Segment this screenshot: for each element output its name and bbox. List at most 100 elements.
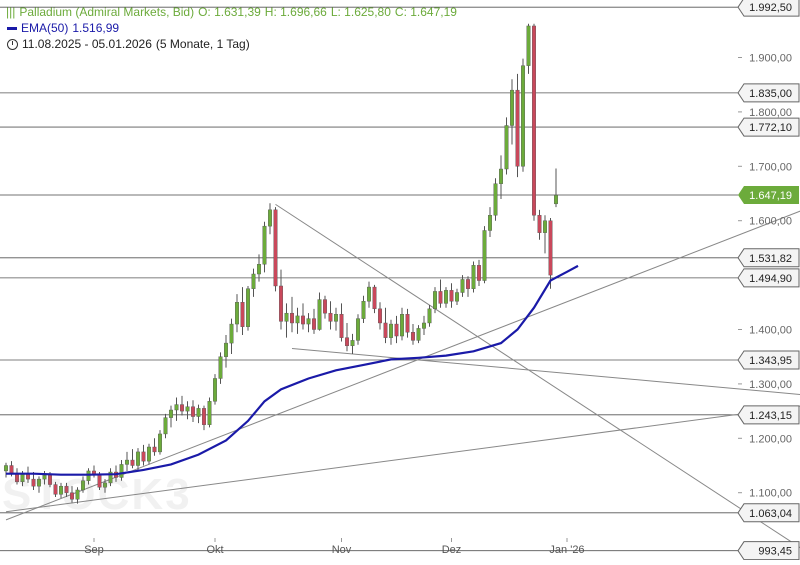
legend-low: L: 1.625,80: [331, 4, 391, 20]
trendline: [276, 204, 800, 549]
candle: [224, 335, 228, 368]
candle-body: [296, 316, 300, 323]
candle-body: [483, 230, 487, 280]
candle-body: [554, 195, 558, 204]
candle-body: [433, 291, 437, 308]
candle: [136, 448, 140, 471]
candle: [186, 401, 190, 419]
candle-body: [532, 26, 536, 215]
candle-body: [494, 184, 498, 216]
y-tick-label: 1.400,00: [749, 325, 792, 337]
candle-body: [499, 169, 503, 184]
clock-icon: [7, 39, 18, 50]
candle: [532, 24, 536, 221]
candle-body: [180, 405, 184, 412]
candle: [318, 293, 322, 331]
candle-body: [301, 316, 305, 324]
candle: [125, 452, 129, 471]
candle: [285, 303, 289, 337]
candle-body: [268, 210, 272, 226]
level-tag-label: 1.063,04: [749, 508, 792, 520]
candle: [477, 260, 481, 286]
candle: [279, 270, 283, 330]
trendline: [292, 349, 800, 395]
level-tag-label: 1.494,90: [749, 273, 792, 285]
candle: [499, 155, 503, 199]
current-price-tag: 1.647,19: [738, 186, 799, 204]
candle-body: [197, 408, 201, 416]
candle-body: [395, 324, 399, 336]
level-tag-label: 1.835,00: [749, 88, 792, 100]
level-tag: 1.992,50: [738, 0, 799, 16]
candle: [296, 308, 300, 334]
candle: [169, 406, 173, 428]
candle-body: [549, 221, 553, 275]
candle: [461, 275, 465, 297]
candle-body: [400, 314, 404, 336]
candle-body: [411, 332, 415, 340]
y-tick-label: 1.600,00: [749, 216, 792, 228]
candle: [494, 178, 498, 220]
candle: [334, 308, 338, 331]
candle-body: [202, 408, 206, 424]
candle-body: [378, 309, 382, 323]
candle-body: [323, 300, 327, 314]
candle: [373, 285, 377, 313]
candle-body: [125, 460, 129, 464]
candle-body: [543, 221, 547, 233]
candle: [516, 74, 520, 177]
candle-body: [290, 313, 294, 323]
candle-body: [131, 460, 135, 465]
candle: [428, 305, 432, 327]
candle: [538, 210, 542, 240]
candle-body: [351, 340, 355, 345]
candle-body: [367, 287, 371, 301]
watermark: STOCK3: [2, 470, 192, 520]
candle-body: [527, 26, 531, 66]
candle-body: [142, 452, 146, 461]
candle-body: [466, 279, 470, 288]
candle: [230, 319, 234, 354]
candle: [356, 314, 360, 344]
candle-body: [417, 328, 421, 340]
y-tick-label: 1.300,00: [749, 379, 792, 391]
level-tag-label: 1.772,10: [749, 122, 792, 134]
candle-body: [274, 210, 278, 286]
legend-ema-value: 1.516,99: [72, 20, 119, 36]
candle-body: [428, 309, 432, 323]
candle-body: [263, 226, 267, 264]
x-tick-label: Okt: [206, 544, 223, 556]
candle: [147, 444, 151, 465]
y-tick-label: 1.800,00: [749, 107, 792, 119]
candle-body: [439, 291, 443, 303]
candle-body: [213, 378, 217, 401]
candle-body: [455, 293, 459, 302]
candle: [439, 279, 443, 307]
candle: [340, 303, 344, 341]
candle-body: [279, 286, 283, 321]
candle: [554, 168, 558, 207]
candle: [301, 303, 305, 329]
candle-body: [257, 264, 261, 274]
candle-body: [318, 300, 322, 330]
legend-ohlc-row: ||| Palladium (Admiral Markets, Bid) O: …: [6, 4, 461, 20]
candle: [455, 289, 459, 305]
candle-body: [516, 90, 520, 166]
candle: [142, 445, 146, 466]
level-tag: 1.063,04: [738, 504, 799, 522]
level-tag-label: 1.243,15: [749, 410, 792, 422]
candle: [246, 286, 250, 331]
candle-body: [246, 289, 250, 327]
candle: [202, 406, 206, 430]
candle: [252, 269, 256, 297]
candle: [197, 405, 201, 423]
level-tag-label: 1.343,95: [749, 355, 792, 367]
candle: [153, 438, 157, 455]
candle: [543, 215, 547, 253]
candle: [345, 323, 349, 351]
candle-body: [158, 434, 162, 452]
candle: [164, 414, 168, 438]
candles-layer: [4, 24, 558, 504]
candle: [384, 308, 388, 343]
candle-body: [444, 290, 448, 303]
